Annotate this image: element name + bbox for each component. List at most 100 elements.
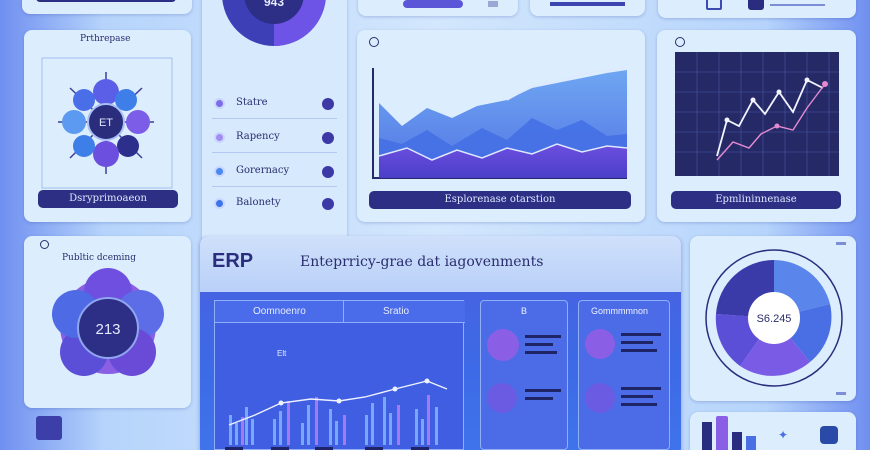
area-chart-footer-button[interactable]: Esplorenase otarstion [369, 191, 631, 209]
top-left-bar[interactable] [36, 0, 176, 2]
menu-item-label: Rapency [236, 131, 280, 142]
pie-card-tag [836, 242, 846, 245]
top-mid-marker [488, 1, 498, 7]
menu-item-label: Gorernacy [236, 165, 290, 176]
gauge-icon [585, 383, 615, 413]
menu-item-label: Balonety [236, 197, 281, 208]
line-series-a [716, 78, 824, 157]
info-lines [525, 343, 553, 346]
process-diagram: ET [41, 57, 173, 189]
status-dot-icon [214, 198, 225, 209]
info-lines [525, 335, 561, 338]
info-lines [621, 333, 661, 336]
info-lines [525, 351, 557, 354]
info-lines [621, 395, 653, 398]
top-card-left [22, 0, 192, 14]
menu-divider [212, 118, 337, 119]
process-card: Prthrepase ET Dsryprimoaeon [24, 30, 191, 222]
erp-logo: ERP [212, 250, 254, 272]
erp-tab-left[interactable]: Oomnoenro [253, 306, 306, 317]
top-small-bar [550, 2, 625, 6]
info-lines [525, 389, 561, 392]
public-thumb[interactable] [36, 416, 62, 440]
public-card: Publtic dceming 213 [24, 236, 191, 440]
globe-icon [487, 383, 517, 413]
process-node-n [93, 79, 119, 105]
process-footer-button[interactable]: Dsryprimoaeon [38, 190, 178, 208]
info-lines [621, 403, 657, 406]
mini-bar [702, 422, 712, 450]
process-node-ne [115, 89, 137, 111]
status-dot-icon [214, 166, 225, 177]
line-chart [675, 52, 839, 176]
erp-tab-row: Oomnoenro Sratio [215, 301, 465, 323]
pie-card: S6.245 [690, 236, 856, 401]
process-node-w [62, 110, 86, 134]
line-series-b [716, 83, 826, 161]
info-lines [525, 397, 553, 400]
bottom-right-card: ✦ [690, 412, 856, 450]
line-chart-plot [675, 52, 839, 176]
status-dot-icon [214, 132, 225, 143]
info-icon[interactable] [40, 240, 49, 249]
process-node-s [93, 141, 119, 167]
erp-mini-label: Elt [277, 349, 287, 358]
status-dot-icon [322, 132, 334, 144]
info-icon[interactable] [675, 37, 685, 47]
erp-panel: ERP Enteprricy-grae dat iagovenments Oom… [200, 236, 681, 450]
menu-divider [212, 152, 337, 153]
top-donut-value: 943 [264, 0, 284, 9]
status-dot-icon [322, 198, 334, 210]
menu-item-statre[interactable]: Statre [214, 96, 334, 112]
erp-bar-chart [225, 378, 448, 450]
erp-info-card-b[interactable]: Gommmmnon [578, 300, 670, 450]
lock-icon [585, 329, 615, 359]
menu-item-balonety[interactable]: Balonety [214, 196, 334, 212]
top-card-mid [358, 0, 518, 16]
menu-item-gorernacy[interactable]: Gorernacy [214, 164, 334, 180]
top-right-icon[interactable] [706, 0, 722, 10]
public-value-circle [77, 297, 139, 359]
erp-tab-right[interactable]: Sratio [383, 306, 410, 317]
top-card-small [530, 0, 645, 16]
erp-info-card-b-header: Gommmmnon [591, 306, 649, 316]
info-lines [621, 341, 653, 344]
menu-divider [212, 186, 337, 187]
process-frame [41, 57, 173, 189]
process-center-node [87, 103, 125, 141]
status-dot-icon [322, 98, 334, 110]
area-chart [372, 67, 628, 179]
public-value: 213 [95, 321, 120, 338]
pie-center-value: S6.245 [757, 313, 792, 325]
info-lines [621, 387, 661, 390]
info-icon[interactable] [369, 37, 379, 47]
settings-icon[interactable] [820, 426, 838, 444]
erp-header: ERP Enteprricy-grae dat iagovenments [200, 236, 681, 292]
mini-bar [716, 416, 728, 450]
mini-bar [746, 436, 756, 450]
process-node-sw [73, 135, 95, 157]
top-mid-bar [403, 0, 463, 8]
status-dot-icon [214, 98, 225, 109]
line-chart-footer-button[interactable]: Epmlininnenase [671, 191, 841, 209]
erp-info-card-a-header: B [521, 306, 528, 316]
process-node-e [126, 110, 150, 134]
chart-icon [487, 329, 519, 361]
erp-info-card-a[interactable]: B [480, 300, 568, 450]
area-chart-card: Esplorenase otarstion [357, 30, 645, 222]
process-node-nw [73, 89, 95, 111]
pie-chart: S6.245 [705, 249, 843, 387]
sparkle-icon: ✦ [778, 428, 789, 442]
public-card-title: Publtic dceming [62, 253, 136, 263]
area-chart-trend [506, 67, 628, 101]
process-center-label: ET [99, 117, 113, 129]
mini-bar [732, 432, 742, 450]
public-flower-chart: 213 [52, 268, 164, 376]
status-dot-icon [322, 166, 334, 178]
menu-item-rapency[interactable]: Rapency [214, 130, 334, 146]
top-right-icon-dark[interactable] [748, 0, 764, 10]
top-card-right [658, 0, 856, 18]
process-card-title: Prthrepase [80, 34, 131, 44]
process-node-se [117, 135, 139, 157]
top-donut-chart: 943 [222, 0, 326, 46]
